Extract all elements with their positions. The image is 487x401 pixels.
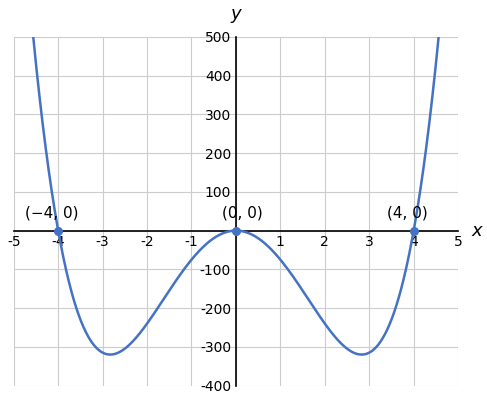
Text: (4, 0): (4, 0) (387, 206, 428, 221)
Text: (−4, 0): (−4, 0) (25, 206, 78, 221)
Point (232, 227, 240, 234)
Text: (0, 0): (0, 0) (222, 206, 263, 221)
Point (54, 227, 62, 234)
Text: x: x (471, 222, 482, 240)
Text: y: y (231, 5, 241, 23)
Point (410, 227, 417, 234)
